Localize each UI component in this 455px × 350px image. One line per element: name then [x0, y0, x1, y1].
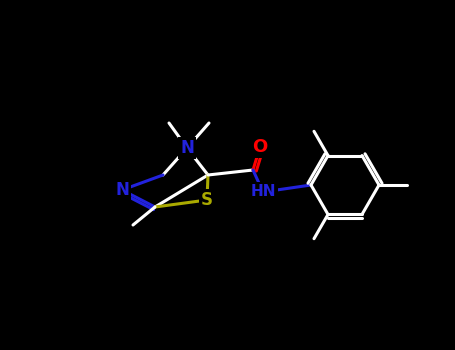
- Text: S: S: [201, 191, 213, 209]
- Text: HN: HN: [250, 184, 276, 200]
- Text: N: N: [115, 181, 129, 199]
- Text: N: N: [180, 139, 194, 157]
- Text: O: O: [253, 138, 268, 156]
